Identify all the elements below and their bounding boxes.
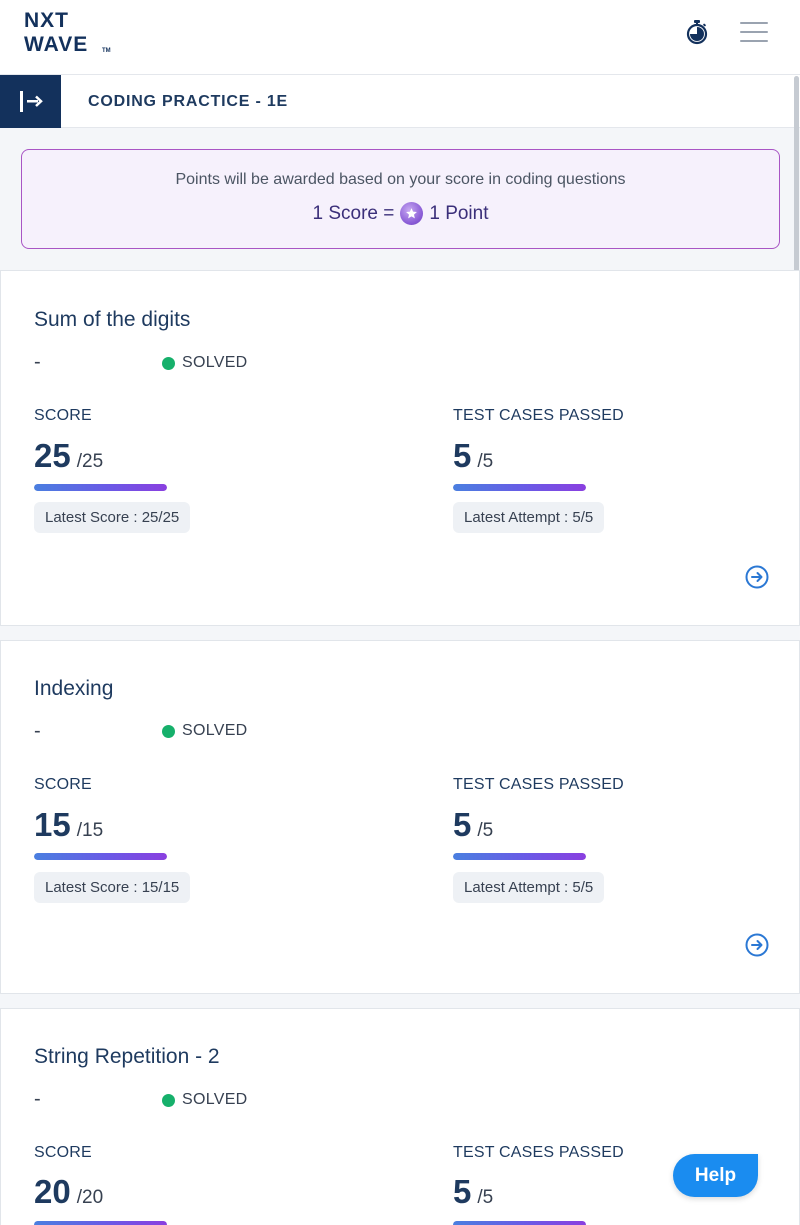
question-dash: - xyxy=(34,1088,41,1110)
score-progress-bar xyxy=(34,1221,167,1225)
score-number: 25 xyxy=(34,437,71,474)
question-card[interactable]: String Repetition - 2 - SOLVED SCORE 20 … xyxy=(0,1008,800,1225)
solved-status-dot xyxy=(162,356,175,370)
question-title: String Repetition - 2 xyxy=(34,1045,220,1068)
arrow-right-circle-icon[interactable] xyxy=(745,933,769,957)
logo-trademark: TM xyxy=(102,48,111,54)
tests-total: /5 xyxy=(477,820,494,841)
solved-status-dot xyxy=(162,724,175,738)
points-info-banner: Points will be awarded based on your sco… xyxy=(21,149,780,249)
test-cases-progress-bar xyxy=(453,853,586,860)
solved-status-dot xyxy=(162,1093,175,1107)
score-value: 20 /20 xyxy=(34,1173,103,1211)
test-cases-value: 5 /5 xyxy=(453,437,493,475)
score-number: 20 xyxy=(34,1173,71,1210)
test-cases-label: TEST CASES PASSED xyxy=(453,776,624,793)
score-progress-fill xyxy=(34,853,167,860)
score-total: /25 xyxy=(76,451,104,472)
scrollbar[interactable] xyxy=(794,76,799,416)
stopwatch-icon[interactable] xyxy=(684,19,710,45)
test-cases-progress-bar xyxy=(453,1221,586,1225)
question-dash: - xyxy=(34,351,41,373)
score-progress-bar xyxy=(34,484,167,491)
status-badge: SOLVED xyxy=(162,722,248,740)
banner-description: Points will be awarded based on your sco… xyxy=(175,171,626,188)
score-to-point-rule: 1 Score = 1 Point xyxy=(22,202,779,225)
status-text: SOLVED xyxy=(182,1091,248,1108)
test-cases-progress-fill xyxy=(453,853,586,860)
sub-header: CODING PRACTICE - 1E xyxy=(0,75,800,128)
tests-total: /5 xyxy=(477,451,494,472)
top-navbar: NXT WAVE TM xyxy=(0,0,800,75)
question-dash: - xyxy=(34,720,41,742)
page-title: CODING PRACTICE - 1E xyxy=(88,93,289,110)
score-value: 15 /15 xyxy=(34,806,103,844)
logo-line1: NXT xyxy=(24,9,69,32)
question-card[interactable]: Sum of the digits - SOLVED SCORE 25 /25 … xyxy=(0,270,800,626)
test-cases-value: 5 /5 xyxy=(453,1173,493,1211)
score-progress-fill xyxy=(34,1221,167,1225)
score-number: 15 xyxy=(34,806,71,843)
expand-sidebar-icon xyxy=(20,91,43,112)
latest-attempt-pill: Latest Attempt : 5/5 xyxy=(453,502,605,533)
tests-passed-number: 5 xyxy=(453,437,472,474)
test-cases-label: TEST CASES PASSED xyxy=(453,1144,624,1161)
test-cases-value: 5 /5 xyxy=(453,806,493,844)
latest-score-pill: Latest Score : 15/15 xyxy=(34,872,191,903)
help-button[interactable]: Help xyxy=(673,1154,758,1197)
test-cases-progress-fill xyxy=(453,1221,586,1225)
logo-line2: WAVE xyxy=(24,33,89,56)
status-text: SOLVED xyxy=(182,722,248,739)
score-value: 25 /25 xyxy=(34,437,103,475)
tests-passed-number: 5 xyxy=(453,1173,472,1210)
latest-attempt-pill: Latest Attempt : 5/5 xyxy=(453,872,605,903)
star-coin-icon xyxy=(400,202,424,225)
score-label: SCORE xyxy=(34,407,92,424)
status-badge: SOLVED xyxy=(162,354,248,372)
tests-passed-number: 5 xyxy=(453,806,472,843)
hamburger-menu-icon[interactable] xyxy=(740,22,769,44)
sidebar-toggle-button[interactable] xyxy=(0,75,61,128)
score-text: 1 Score = xyxy=(312,202,395,224)
test-cases-label: TEST CASES PASSED xyxy=(453,407,624,424)
score-total: /20 xyxy=(76,1187,104,1208)
point-text: 1 Point xyxy=(429,202,489,224)
nxtwave-logo[interactable]: NXT WAVE TM xyxy=(24,10,114,58)
score-progress-fill xyxy=(34,484,167,491)
latest-score-pill: Latest Score : 25/25 xyxy=(34,502,191,533)
status-badge: SOLVED xyxy=(162,1091,248,1109)
question-title: Sum of the digits xyxy=(34,308,191,331)
score-total: /15 xyxy=(76,820,104,841)
question-title: Indexing xyxy=(34,677,114,700)
score-label: SCORE xyxy=(34,776,92,793)
tests-total: /5 xyxy=(477,1187,494,1208)
test-cases-progress-bar xyxy=(453,484,586,491)
question-card[interactable]: Indexing - SOLVED SCORE 15 /15 Latest Sc… xyxy=(0,640,800,994)
score-progress-bar xyxy=(34,853,167,860)
status-text: SOLVED xyxy=(182,354,248,371)
arrow-right-circle-icon[interactable] xyxy=(745,565,769,589)
score-label: SCORE xyxy=(34,1144,92,1161)
test-cases-progress-fill xyxy=(453,484,586,491)
